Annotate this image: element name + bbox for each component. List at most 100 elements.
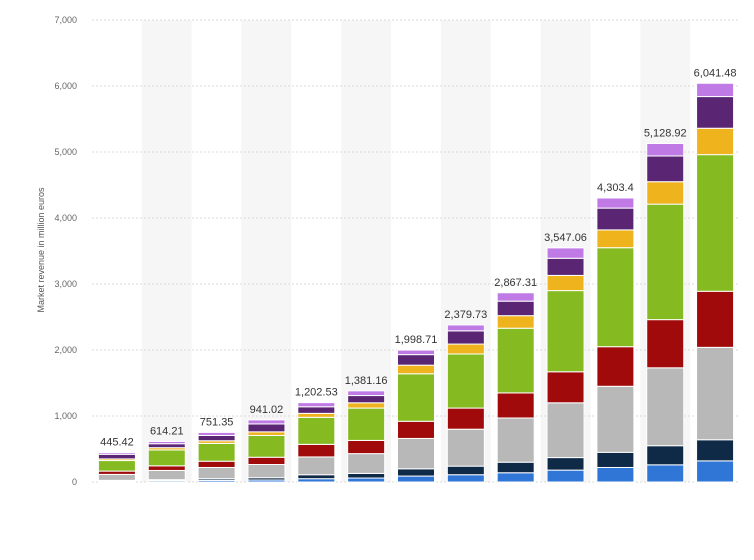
y-axis-label: Market revenue in million euros <box>36 187 46 313</box>
y-tick-label: 3,000 <box>54 279 77 289</box>
category-band <box>141 20 192 482</box>
bar-segment <box>347 477 386 483</box>
bar-segment <box>646 142 685 157</box>
bar-segment <box>496 292 535 302</box>
total-label: 614.21 <box>150 425 184 437</box>
bar-segment <box>97 453 136 460</box>
bar-segment <box>696 346 735 441</box>
bar-segment <box>496 472 535 483</box>
bar-segment <box>197 431 236 436</box>
bar-segment <box>197 466 236 480</box>
bar-segment <box>97 473 136 481</box>
bar-segment <box>147 465 186 471</box>
bar-segment <box>596 451 635 468</box>
bar-segment <box>197 434 236 442</box>
bar-segment <box>596 385 635 453</box>
bar-segment <box>446 407 485 430</box>
total-label: 4,303.4 <box>597 182 634 194</box>
bar-segment <box>546 457 585 471</box>
bar-segment <box>446 428 485 467</box>
total-label: 445.42 <box>100 437 134 449</box>
y-axis-ticks: 0 1,000 2,000 3,000 4,000 5,000 6,000 7,000 <box>54 15 77 487</box>
bar-segment <box>446 330 485 345</box>
y-tick-label: 7,000 <box>54 15 77 25</box>
bar-segment <box>347 407 386 441</box>
bar-segment <box>247 431 286 436</box>
bar-segment <box>97 460 136 472</box>
bar-segment <box>247 434 286 458</box>
bar-segment <box>397 475 435 483</box>
bar-segment <box>297 406 336 414</box>
category-band <box>241 20 292 482</box>
bar-segment <box>397 354 435 366</box>
bar-segment <box>696 439 735 462</box>
bar-segment <box>546 247 585 259</box>
bar-segment <box>347 402 386 409</box>
bar-segment <box>247 423 286 433</box>
bar-segment <box>546 257 585 276</box>
bar-segment <box>397 468 435 477</box>
bar-segment <box>297 416 336 445</box>
bar-segment <box>546 402 585 459</box>
bar-segment <box>646 155 685 183</box>
bar-segment <box>646 181 685 205</box>
bar-segment <box>596 197 635 209</box>
bar-segment <box>297 412 336 418</box>
bar-segment <box>546 371 585 404</box>
y-tick-label: 2,000 <box>54 345 77 355</box>
y-tick-label: 0 <box>72 477 77 487</box>
bar-segment <box>696 290 735 348</box>
bar-segment <box>646 445 685 466</box>
total-label: 1,998.71 <box>395 334 438 346</box>
bar-segment <box>147 443 186 449</box>
total-label: 5,128.92 <box>644 127 687 139</box>
y-tick-label: 6,000 <box>54 81 77 91</box>
bar-segment <box>446 343 485 355</box>
bar-segment <box>646 464 685 483</box>
bar-segment <box>696 82 735 98</box>
total-label: 2,379.73 <box>444 309 487 321</box>
bar-segment <box>696 127 735 156</box>
total-label: 3,547.06 <box>544 232 587 244</box>
bar-segment <box>596 207 635 231</box>
bar-segment <box>546 274 585 292</box>
bar-segment <box>347 395 386 404</box>
bar-segment <box>596 346 635 387</box>
bar-segment <box>646 319 685 369</box>
bar-segment <box>596 229 635 249</box>
bar-segment <box>397 349 435 356</box>
bar-segment <box>347 472 386 479</box>
bars <box>97 82 735 483</box>
bar-segment <box>247 456 286 466</box>
bar-segment <box>646 367 685 447</box>
bar-segment <box>696 96 735 129</box>
bar-segment <box>297 443 336 458</box>
bar-segment <box>297 402 336 408</box>
bar-segment <box>496 461 535 474</box>
bar-segment <box>197 442 236 462</box>
y-tick-label: 1,000 <box>54 411 77 421</box>
total-label: 6,041.48 <box>694 67 737 79</box>
y-tick-label: 5,000 <box>54 147 77 157</box>
bar-segment <box>147 440 186 445</box>
bar-segment <box>247 464 286 479</box>
y-tick-label: 4,000 <box>54 213 77 223</box>
bar-segment <box>197 460 236 468</box>
bar-segment <box>397 364 435 375</box>
bar-segment <box>696 154 735 292</box>
total-label: 941.02 <box>250 404 284 416</box>
bar-segment <box>496 327 535 394</box>
bar-segment <box>496 417 535 463</box>
bar-segment <box>97 452 136 455</box>
bar-segment <box>297 456 336 476</box>
bar-segment <box>397 373 435 422</box>
total-labels: 445.42 614.21 751.35 941.02 1,202.53 1,381.16… <box>100 67 736 448</box>
bar-segment <box>397 437 435 470</box>
bar-segment <box>397 420 435 439</box>
bar-segment <box>446 324 485 332</box>
bar-segment <box>496 315 535 329</box>
bar-segment <box>446 474 485 483</box>
bar-segment <box>347 390 386 397</box>
bar-segment <box>496 300 535 317</box>
